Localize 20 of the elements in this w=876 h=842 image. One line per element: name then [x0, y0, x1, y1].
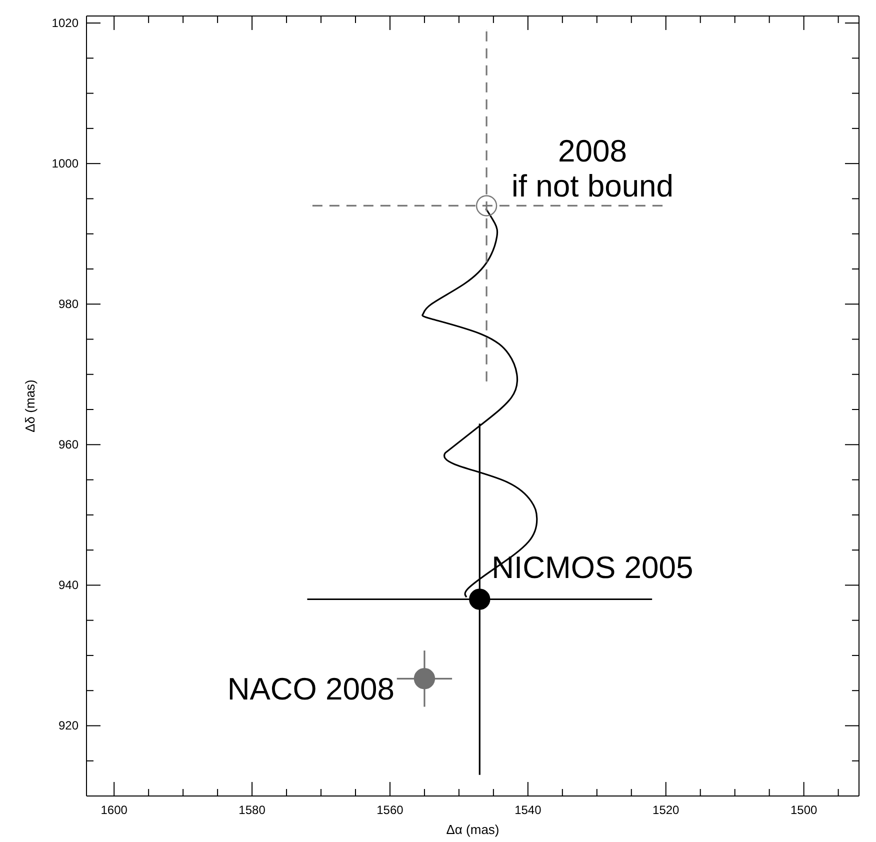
point	[414, 668, 436, 690]
y-tick-label: 1000	[52, 156, 79, 171]
x-tick-label: 1520	[652, 803, 680, 817]
x-tick-label: 1560	[376, 803, 404, 817]
y-tick-label: 1020	[52, 16, 79, 30]
x-tick-label: 1600	[100, 803, 128, 817]
point	[469, 588, 490, 610]
y-tick-label: 960	[58, 438, 79, 452]
y-axis-title: Δδ (mas)	[22, 380, 38, 432]
x-tick-label: 1580	[238, 803, 266, 817]
x-tick-label: 1540	[514, 803, 542, 817]
y-tick-label: 920	[58, 718, 79, 733]
annotation: NACO 2008	[227, 672, 394, 707]
y-tick-label: 980	[58, 297, 79, 312]
annotation: NICMOS 2005	[492, 550, 694, 586]
y-tick-label: 940	[58, 578, 79, 592]
annotation: 2008 if not bound	[512, 134, 674, 204]
point	[476, 195, 498, 216]
x-tick-label: 1500	[790, 803, 818, 817]
x-axis-title: Δα (mas)	[446, 822, 500, 837]
